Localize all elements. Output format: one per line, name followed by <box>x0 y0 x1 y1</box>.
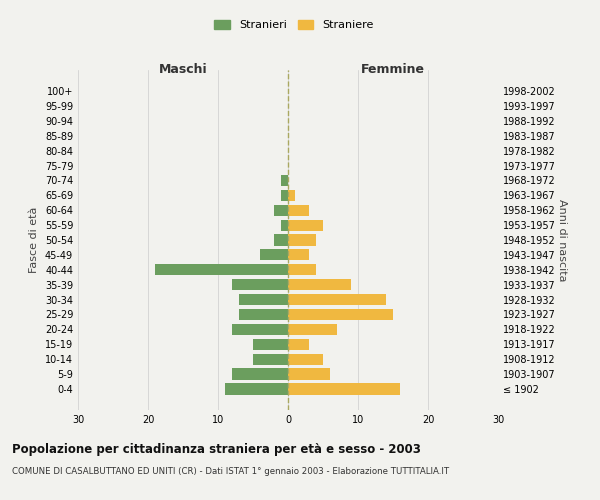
Bar <box>225 384 288 394</box>
Bar <box>260 250 288 260</box>
Bar <box>288 204 309 216</box>
Bar <box>281 190 288 201</box>
Text: Maschi: Maschi <box>158 63 208 76</box>
Bar <box>239 294 288 305</box>
Bar <box>281 175 288 186</box>
Bar <box>232 279 288 290</box>
Bar <box>274 234 288 246</box>
Bar <box>288 354 323 365</box>
Bar <box>288 294 386 305</box>
Bar <box>288 279 351 290</box>
Bar <box>239 309 288 320</box>
Text: Femmine: Femmine <box>361 63 425 76</box>
Y-axis label: Anni di nascita: Anni di nascita <box>557 198 567 281</box>
Bar <box>288 309 393 320</box>
Text: COMUNE DI CASALBUTTANO ED UNITI (CR) - Dati ISTAT 1° gennaio 2003 - Elaborazione: COMUNE DI CASALBUTTANO ED UNITI (CR) - D… <box>12 468 449 476</box>
Y-axis label: Fasce di età: Fasce di età <box>29 207 39 273</box>
Bar <box>288 250 309 260</box>
Bar <box>232 324 288 335</box>
Bar <box>253 338 288 350</box>
Bar <box>288 234 316 246</box>
Bar <box>288 368 330 380</box>
Legend: Stranieri, Straniere: Stranieri, Straniere <box>210 16 378 35</box>
Bar <box>274 204 288 216</box>
Bar <box>288 264 316 276</box>
Bar <box>232 368 288 380</box>
Bar <box>288 190 295 201</box>
Bar <box>288 220 323 230</box>
Bar <box>288 338 309 350</box>
Bar <box>253 354 288 365</box>
Bar <box>281 220 288 230</box>
Bar <box>288 324 337 335</box>
Bar <box>155 264 288 276</box>
Bar <box>288 384 400 394</box>
Text: Popolazione per cittadinanza straniera per età e sesso - 2003: Popolazione per cittadinanza straniera p… <box>12 442 421 456</box>
